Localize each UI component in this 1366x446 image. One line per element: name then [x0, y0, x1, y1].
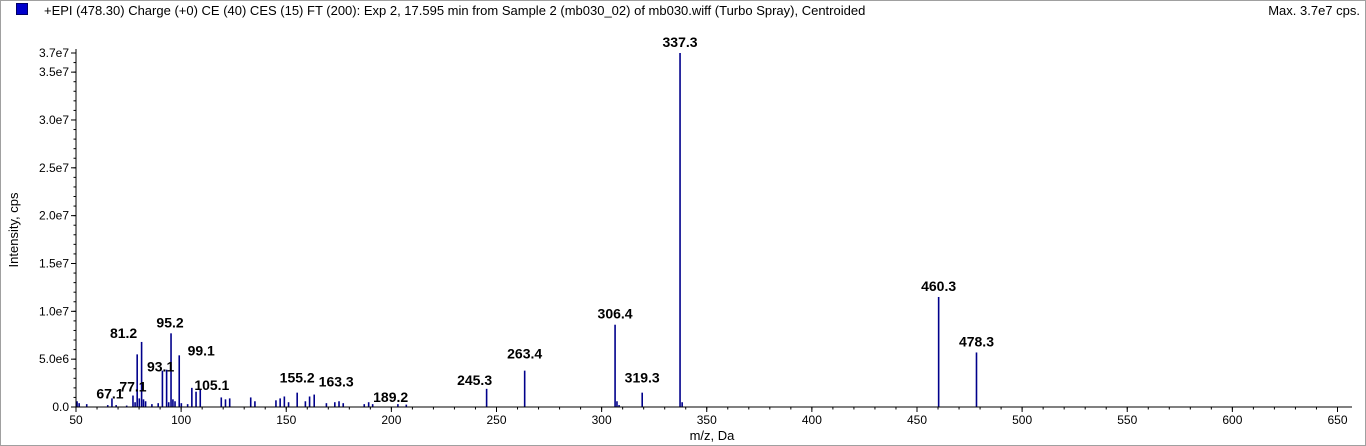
- x-tick-label: 150: [276, 413, 296, 427]
- peak-label: 77.1: [119, 379, 146, 395]
- y-tick-label: 0.0: [52, 400, 69, 414]
- peak-label: 155.2: [280, 370, 315, 386]
- chart-header: +EPI (478.30) Charge (+0) CE (40) CES (1…: [0, 0, 1366, 22]
- peak-label: 460.3: [921, 278, 956, 294]
- y-tick-label: 2.5e7: [39, 161, 69, 175]
- peak-label: 163.3: [319, 374, 354, 390]
- peak-label: 81.2: [110, 325, 137, 341]
- peak-label: 95.2: [156, 314, 183, 330]
- peak-label: 93.1: [147, 359, 174, 375]
- x-tick-label: 300: [592, 413, 612, 427]
- x-tick-label: 600: [1222, 413, 1242, 427]
- x-tick-label: 250: [486, 413, 506, 427]
- x-tick-label: 50: [69, 413, 83, 427]
- peak-label: 99.1: [188, 342, 215, 358]
- peak-label: 319.3: [625, 370, 660, 386]
- y-tick-label: 5.0e6: [39, 352, 69, 366]
- peak-label: 306.4: [598, 306, 633, 322]
- y-axis-title: Intensity, cps: [6, 192, 21, 267]
- x-tick-label: 100: [171, 413, 191, 427]
- max-intensity-label: Max. 3.7e7 cps.: [1268, 3, 1360, 18]
- y-tick-label: 1.0e7: [39, 304, 69, 318]
- y-tick-label: 2.0e7: [39, 209, 69, 223]
- peak-label: 67.1: [96, 385, 123, 401]
- peak-label: 337.3: [663, 34, 698, 50]
- y-tick-label: 1.5e7: [39, 256, 69, 270]
- x-tick-label: 650: [1327, 413, 1347, 427]
- axes-layer: 50 100 150 200 250 300 350 400 450 500 550 600 650 0.…: [39, 46, 1352, 427]
- peak-label: 189.2: [373, 389, 408, 405]
- x-tick-label: 200: [381, 413, 401, 427]
- x-tick-label: 500: [1012, 413, 1032, 427]
- peak-label: 245.3: [457, 372, 492, 388]
- peaks-layer: [76, 53, 978, 407]
- y-tick-label: 3.7e7: [39, 46, 69, 60]
- peak-label: 263.4: [507, 346, 542, 362]
- x-tick-label: 400: [802, 413, 822, 427]
- peak-label: 478.3: [959, 333, 994, 349]
- x-axis-title: m/z, Da: [690, 428, 736, 443]
- peak-label: 105.1: [194, 377, 229, 393]
- y-tick-label: 3.0e7: [39, 113, 69, 127]
- x-tick-label: 550: [1117, 413, 1137, 427]
- peak-labels-layer: 67.177.1 81.2 93.1 95.2 99.1 105.1 155.2 163.3 1…: [96, 34, 994, 405]
- x-tick-label: 350: [697, 413, 717, 427]
- x-tick-label: 450: [907, 413, 927, 427]
- y-tick-label: 3.5e7: [39, 65, 69, 79]
- legend-swatch: [16, 3, 28, 15]
- spectrum-title: +EPI (478.30) Charge (+0) CE (40) CES (1…: [44, 3, 866, 18]
